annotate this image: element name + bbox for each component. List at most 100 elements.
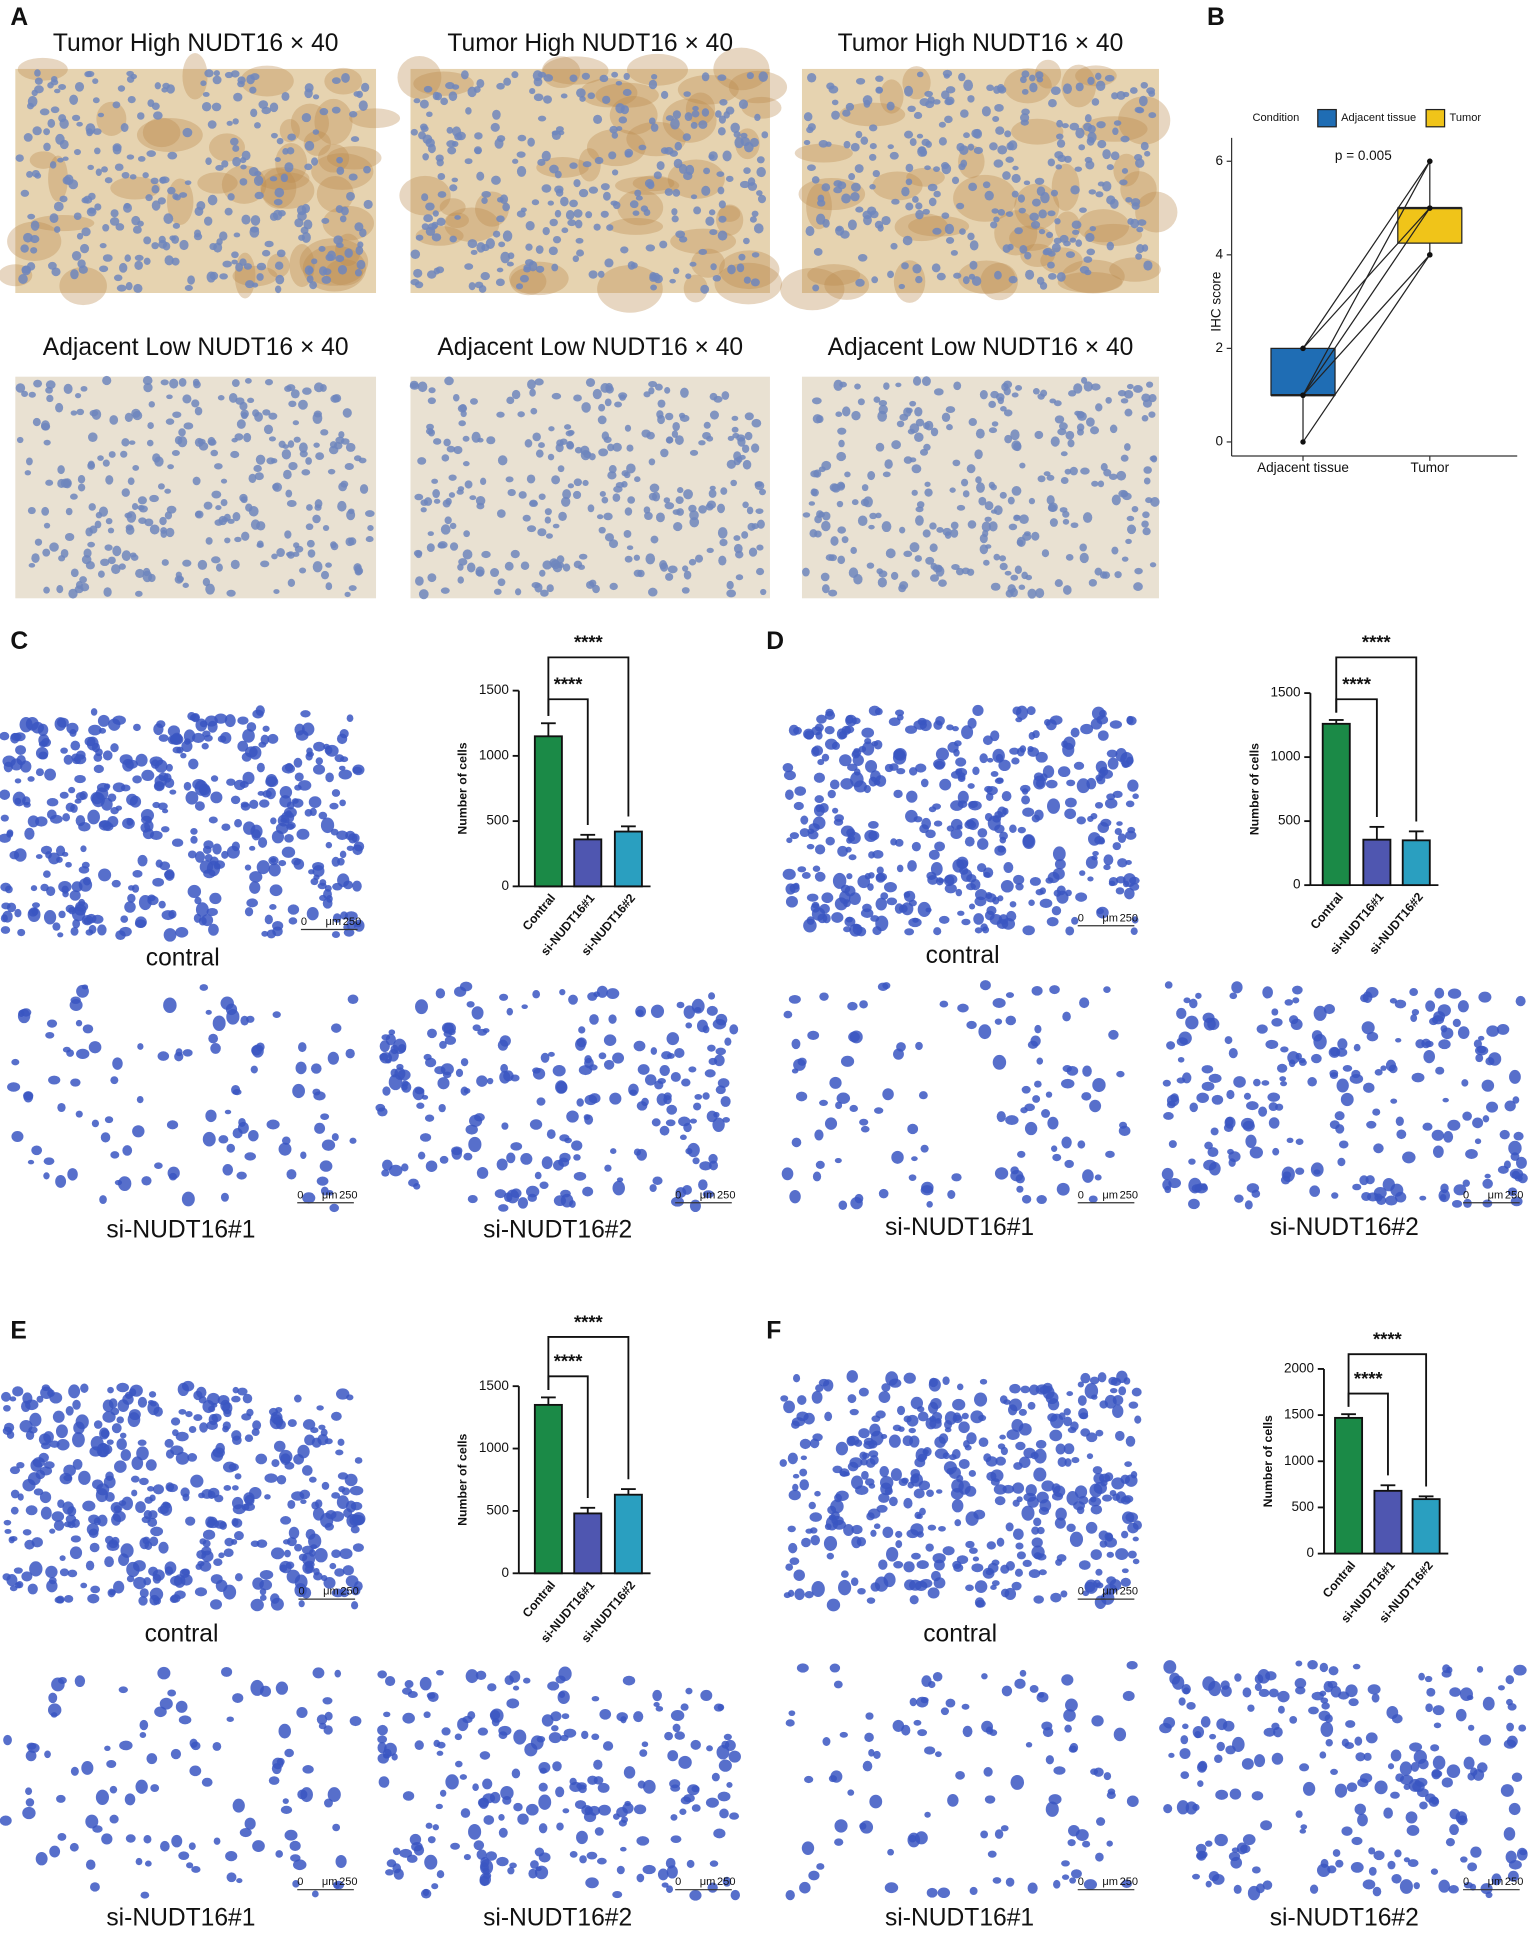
cell [529,388,536,397]
cell [1047,210,1056,217]
cell [1127,826,1136,834]
cell [535,449,544,458]
cell [718,555,727,566]
cell [1473,1039,1482,1049]
cell [206,1420,218,1431]
cell [560,93,568,99]
cell [964,1444,972,1451]
cell [55,402,64,413]
cell [840,778,854,790]
cell [27,1159,35,1165]
cell [520,561,530,570]
cell [636,1148,647,1161]
cell [279,786,293,799]
cell [462,435,470,442]
cell [181,1191,195,1207]
cell [562,489,572,500]
cell [164,870,175,880]
cell [91,409,102,420]
cell [974,1392,988,1407]
cell [810,470,820,478]
cell [278,859,287,867]
cell [633,1804,647,1815]
cell [1021,1505,1035,1521]
cell [45,479,54,486]
cell [1070,522,1079,529]
cell [493,588,502,595]
cell [132,1560,146,1572]
cell [982,181,991,189]
cell [821,183,831,192]
cell [1126,383,1134,390]
cell [583,450,592,459]
cell [744,431,753,441]
cell [276,1474,287,1485]
cell [989,142,998,151]
cell [183,422,194,430]
cell [226,120,233,126]
cell [1448,1884,1459,1894]
cell [433,438,442,445]
cell [11,1058,20,1066]
cell [237,76,246,85]
cell [689,1890,702,1901]
cell [785,789,794,800]
cell [457,404,468,413]
stain [617,189,664,226]
cell [1090,426,1100,435]
cell [413,268,423,278]
cell [0,789,11,800]
cell [813,772,825,783]
cell [1431,1796,1439,1805]
cell [809,1512,823,1522]
cell [497,196,504,203]
cell [70,996,81,1004]
cell [292,1083,305,1099]
cell [621,1816,629,1823]
cell [254,472,264,481]
cell [875,872,888,882]
cell [1041,1109,1051,1118]
cell [327,1787,341,1802]
cell [597,1782,610,1793]
cell [70,493,78,500]
cell [208,1033,219,1044]
cell [90,708,98,716]
cell [49,1392,63,1404]
cell [502,202,511,212]
cell [88,208,96,214]
cell [135,568,145,578]
cell [44,1750,51,1759]
cell [75,901,89,912]
cell [925,1543,934,1552]
cell [561,227,569,234]
cell [556,555,565,564]
cell [1335,1859,1344,1868]
cell [1049,985,1060,995]
cell [708,209,716,216]
cell [279,1560,292,1574]
cell [622,1675,636,1686]
cell [917,1411,929,1422]
cell [166,505,177,514]
cell [1045,1755,1054,1765]
cell [1352,1183,1362,1191]
cell [69,1842,79,1852]
cell [202,1131,216,1147]
cell [806,843,815,850]
cell [938,579,947,587]
cell [1083,1879,1098,1890]
cell [431,478,439,484]
cell [1033,1467,1047,1482]
stain [110,176,161,200]
cell [331,931,341,938]
cell [1013,1462,1023,1470]
cell [146,150,156,158]
cell [584,1114,594,1125]
cell [110,1076,119,1085]
cell [606,224,614,231]
cell [1073,383,1083,394]
cell [538,493,546,500]
cell [320,1113,330,1120]
cell [159,176,170,184]
